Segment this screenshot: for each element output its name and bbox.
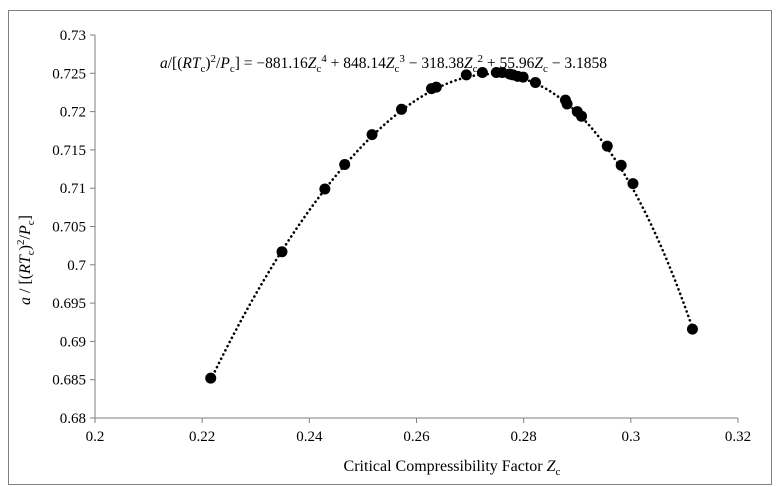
y-tick-label: 0.685: [52, 373, 86, 389]
data-point-20: [576, 110, 588, 122]
x-tick-label: 0.28: [511, 429, 537, 445]
data-point-3: [339, 158, 351, 170]
x-tick-label: 0.24: [296, 429, 323, 445]
x-axis-title: Critical Compressibility Factor Zc: [344, 458, 561, 478]
x-tick-label: 0.22: [189, 429, 215, 445]
data-point-2: [319, 183, 331, 195]
y-tick-label: 0.715: [52, 143, 86, 159]
data-point-5: [395, 103, 407, 115]
y-tick-label: 0.71: [60, 181, 86, 197]
data-point-18: [561, 98, 573, 110]
data-point-7: [430, 81, 442, 93]
y-axis-title: a / [(RTc)2/Pc]: [15, 215, 37, 305]
data-point-0: [205, 372, 217, 384]
y-tick-label: 0.7: [67, 258, 86, 274]
data-point-1: [276, 246, 288, 258]
y-tick-label: 0.68: [60, 411, 86, 427]
x-ticks: 0.2 0.22 0.24 0.26 0.28 0.3 0.32: [86, 418, 751, 445]
chart-frame: [8, 10, 772, 485]
data-point-8: [460, 69, 472, 81]
y-tick-label: 0.695: [52, 296, 86, 312]
data-point-9: [476, 67, 488, 79]
y-tick-label: 0.725: [52, 66, 86, 82]
data-point-22: [615, 159, 627, 171]
data-point-15: [517, 71, 529, 83]
data-points: [205, 67, 698, 384]
trendline: [209, 72, 694, 382]
x-tick-label: 0.32: [725, 429, 751, 445]
y-tick-label: 0.705: [52, 220, 86, 236]
x-tick-label: 0.26: [403, 429, 430, 445]
axes: [94, 35, 738, 419]
trendline-equation: a/[(RTc)2/Pc] = −881.16Zc4 + 848.14Zc3 −…: [160, 53, 607, 75]
data-point-4: [366, 129, 378, 141]
data-point-16: [529, 76, 541, 88]
x-tick-label: 0.3: [621, 429, 640, 445]
x-tick-label: 0.2: [86, 429, 105, 445]
y-ticks: 0.68 0.685 0.69 0.695 0.7 0.705 0.71 0.715 0.72 0…: [52, 28, 95, 427]
y-tick-label: 0.69: [60, 334, 86, 350]
data-point-21: [601, 140, 613, 152]
y-tick-label: 0.72: [60, 105, 86, 121]
data-point-24: [686, 323, 698, 335]
data-point-23: [627, 178, 639, 190]
y-tick-label: 0.73: [60, 28, 86, 44]
